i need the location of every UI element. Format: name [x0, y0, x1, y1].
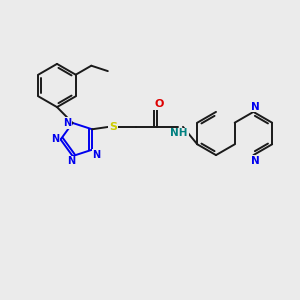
Text: N: N [67, 156, 75, 167]
Text: N: N [250, 101, 259, 112]
Text: N: N [63, 118, 71, 128]
Text: N: N [51, 134, 59, 145]
Text: N: N [92, 150, 101, 160]
Text: N: N [250, 155, 259, 166]
Text: S: S [109, 122, 117, 132]
Text: O: O [154, 99, 164, 109]
Text: NH: NH [170, 128, 188, 139]
